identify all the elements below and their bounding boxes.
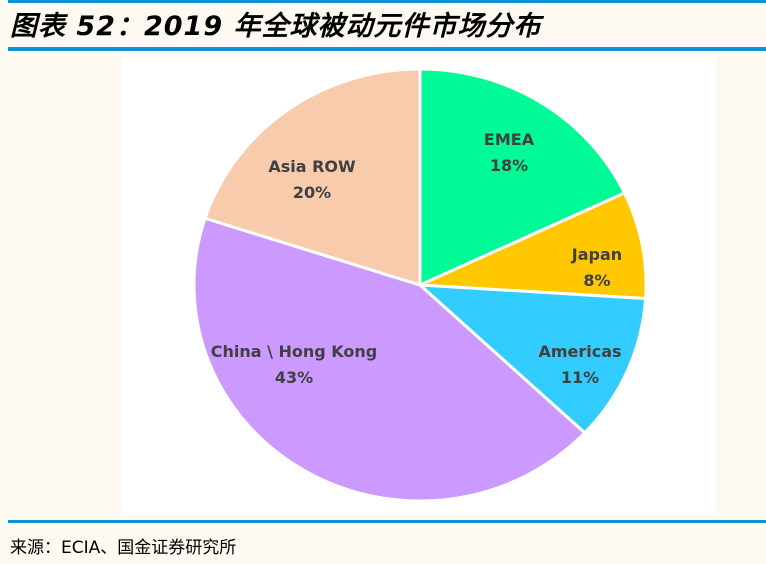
source-note: 来源：ECIA、国金证券研究所 [10, 538, 237, 558]
slice-label-name: Asia ROW [268, 157, 356, 176]
pie-chart: EMEA 18% Japan 8% Americas 11% China \ Hong Ko… [192, 67, 648, 503]
pie-slice-china-hong-kong [192, 216, 587, 503]
pie-slice-americas [415, 283, 648, 435]
pie-slice-japan [419, 191, 648, 301]
slice-label-name: EMEA [484, 130, 535, 149]
figure-title: 图表 52：2019 年全球被动元件市场分布 [10, 11, 542, 42]
slice-label-percent: 11% [561, 368, 599, 387]
chart-panel: EMEA 18% Japan 8% Americas 11% China \ Hong Ko… [122, 54, 716, 514]
slice-label-percent: 8% [583, 271, 610, 290]
pie-slice-asia-row [203, 67, 422, 288]
slice-label-percent: 20% [293, 183, 331, 202]
slice-label-percent: 18% [490, 156, 528, 175]
slice-label-name: Japan [571, 245, 622, 264]
slice-label-name: Americas [538, 342, 621, 361]
pie-slice-emea [418, 67, 627, 288]
top-rule [8, 0, 766, 3]
bottom-rule [8, 520, 766, 523]
title-rule [8, 47, 766, 51]
slice-label-percent: 43% [275, 368, 313, 387]
slice-label-name: China \ Hong Kong [211, 342, 378, 361]
